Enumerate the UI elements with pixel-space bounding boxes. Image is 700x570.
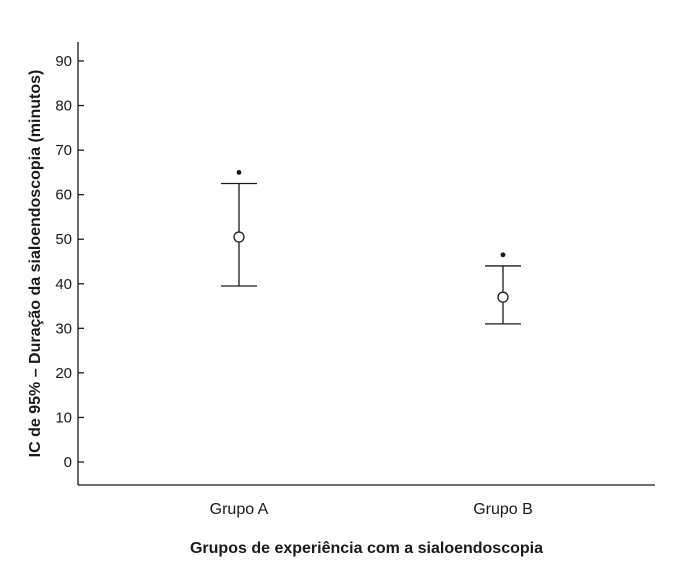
mean-point [233,231,245,243]
y-tick-label: 80 [55,98,72,115]
x-axis-title: Grupos de experiência com a sialoendosco… [190,540,543,557]
y-tick-label: 60 [55,187,72,204]
y-tick-label: 20 [55,365,72,382]
y-tick-label: 70 [55,142,72,159]
y-tick-label: 10 [55,409,72,426]
outlier-point [500,252,506,258]
y-tick-label: 0 [64,454,72,471]
mean-point [497,291,509,303]
x-category-label: Grupo B [473,501,533,518]
axes [77,42,655,486]
y-tick-label: 90 [55,53,72,70]
y-tick-label: 30 [55,320,72,337]
data-series [221,169,521,325]
y-ticks: 0 10 20 30 40 50 60 70 80 90 [55,53,84,471]
y-axis-title: IC de 95% – Duração da sialoendoscopia (… [27,70,44,458]
y-tick-label: 40 [55,276,72,293]
y-tick-label: 50 [55,231,72,248]
x-category-labels: Grupo A Grupo B [210,501,533,518]
outlier-point [236,169,242,175]
x-category-label: Grupo A [210,501,269,518]
